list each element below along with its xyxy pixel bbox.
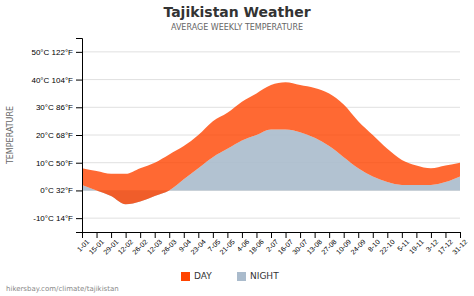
y-axis-line bbox=[76, 39, 83, 233]
x-tick-label: 26-03 bbox=[160, 238, 178, 256]
x-tick-label: 16-07 bbox=[276, 238, 294, 256]
y-tick-mark bbox=[76, 218, 82, 219]
y-tick-mark bbox=[76, 80, 82, 81]
x-tick-label: 22-10 bbox=[378, 238, 396, 256]
x-tick-mark bbox=[271, 232, 272, 238]
legend-item: NIGHT bbox=[237, 271, 279, 282]
y-tick-mark bbox=[76, 107, 82, 108]
x-tick-mark bbox=[315, 232, 316, 238]
x-tick-mark bbox=[300, 232, 301, 238]
x-tick-mark bbox=[387, 232, 388, 238]
grid bbox=[82, 52, 460, 218]
y-tick-label: 40°C 104°F bbox=[31, 76, 73, 85]
x-tick-mark bbox=[416, 232, 417, 238]
grid-line bbox=[82, 79, 460, 80]
x-tick-mark bbox=[97, 232, 98, 238]
x-tick-mark bbox=[242, 232, 243, 238]
x-tick-mark bbox=[358, 232, 359, 238]
x-tick: 19-11 bbox=[408, 232, 425, 255]
x-tick: 22-10 bbox=[378, 232, 396, 256]
x-tick-mark bbox=[155, 232, 156, 238]
y-tick-label: 0°C 32°F bbox=[40, 186, 73, 195]
x-tick-mark bbox=[169, 232, 170, 238]
x-tick: 21-05 bbox=[218, 232, 236, 256]
x-tick-mark bbox=[184, 232, 185, 238]
x-tick-mark bbox=[256, 232, 257, 238]
y-tick: 20°C 68°F bbox=[36, 131, 82, 140]
y-tick-mark bbox=[76, 52, 82, 53]
x-tick-mark bbox=[431, 232, 432, 238]
legend: DAY NIGHT bbox=[181, 271, 279, 282]
y-tick-mark bbox=[76, 163, 82, 164]
grid-line bbox=[82, 218, 460, 219]
x-tick-label: 21-05 bbox=[218, 238, 236, 256]
y-tick-mark bbox=[76, 135, 82, 136]
x-tick-label: 27-08 bbox=[320, 238, 338, 256]
x-tick-label: 31-12 bbox=[451, 238, 469, 256]
y-tick-label: 50°C 122°F bbox=[31, 48, 73, 57]
title: Tajikistan Weather bbox=[163, 4, 310, 20]
y-tick: 30°C 86°F bbox=[36, 103, 82, 112]
x-tick-mark bbox=[140, 232, 141, 238]
x-tick-mark bbox=[198, 232, 199, 238]
plot: -10°C 14°F 0°C 32°F 10°C 50°F 20°C 68°F 30°C… bbox=[31, 39, 468, 256]
x-tick: 23-04 bbox=[189, 232, 207, 256]
y-tick: 50°C 122°F bbox=[31, 48, 82, 57]
subtitle: AVERAGE WEEKLY TEMPERATURE bbox=[171, 23, 303, 32]
y-tick-label: 30°C 86°F bbox=[36, 103, 73, 112]
x-axis: 1-0115-0129-0112-0226-0212-0326-039-0423… bbox=[76, 232, 469, 256]
y-tick: 10°C 50°F bbox=[36, 159, 82, 168]
x-tick-label: 12-03 bbox=[146, 238, 164, 256]
x-tick-mark bbox=[373, 232, 374, 238]
y-axis-title: TEMPERATURE bbox=[6, 106, 15, 165]
x-tick-label: 30-07 bbox=[291, 238, 309, 256]
chart: Tajikistan Weather AVERAGE WEEKLY TEMPERA… bbox=[0, 0, 474, 296]
x-tick: 26-03 bbox=[160, 232, 178, 256]
x-tick-label: 13-08 bbox=[306, 238, 324, 256]
day-area bbox=[82, 82, 460, 204]
x-tick-label: 29-01 bbox=[102, 238, 120, 256]
x-tick-mark bbox=[227, 232, 228, 238]
x-tick-mark bbox=[460, 232, 461, 238]
x-tick-mark bbox=[213, 232, 214, 238]
x-tick-mark bbox=[82, 232, 83, 238]
y-axis: -10°C 14°F 0°C 32°F 10°C 50°F 20°C 68°F 30°C… bbox=[31, 39, 82, 233]
y-tick: 0°C 32°F bbox=[40, 186, 82, 195]
x-tick-mark bbox=[111, 232, 112, 238]
x-tick-label: 17-12 bbox=[436, 238, 454, 256]
grid-line bbox=[82, 51, 460, 52]
x-tick: 24-09 bbox=[349, 232, 367, 256]
marks bbox=[82, 82, 460, 204]
x-tick-label: 23-04 bbox=[189, 238, 207, 256]
x-tick: 18-06 bbox=[247, 232, 265, 256]
x-tick-label: 24-09 bbox=[349, 238, 367, 256]
legend-label: DAY bbox=[194, 271, 212, 281]
y-tick-label: -10°C 14°F bbox=[33, 214, 73, 223]
x-tick-mark bbox=[402, 232, 403, 238]
x-tick: 31-12 bbox=[451, 232, 469, 256]
x-tick-mark bbox=[445, 232, 446, 238]
x-tick-label: 15-01 bbox=[87, 238, 105, 256]
legend-label: NIGHT bbox=[250, 271, 279, 281]
y-tick-mark bbox=[76, 190, 82, 191]
y-tick-label: 20°C 68°F bbox=[36, 131, 73, 140]
x-tick-label: 26-02 bbox=[131, 238, 149, 256]
legend-item: DAY bbox=[181, 271, 212, 282]
x-axis-line bbox=[83, 233, 461, 239]
y-tick: 40°C 104°F bbox=[31, 76, 82, 85]
x-tick-label: 18-06 bbox=[247, 238, 265, 256]
legend-swatch bbox=[237, 272, 246, 281]
y-tick: -10°C 14°F bbox=[33, 214, 82, 223]
annotation: hikersbay.com/climate/tajikistan bbox=[6, 285, 119, 293]
x-tick-mark bbox=[329, 232, 330, 238]
legend-swatch bbox=[181, 272, 190, 281]
x-tick-mark bbox=[286, 232, 287, 238]
x-tick-mark bbox=[344, 232, 345, 238]
x-tick-label: 12-02 bbox=[117, 238, 135, 256]
x-tick-label: 10-09 bbox=[335, 238, 353, 256]
x-tick-mark bbox=[126, 232, 127, 238]
y-tick-label: 10°C 50°F bbox=[36, 159, 73, 168]
x-tick-label: 19-11 bbox=[408, 238, 425, 255]
